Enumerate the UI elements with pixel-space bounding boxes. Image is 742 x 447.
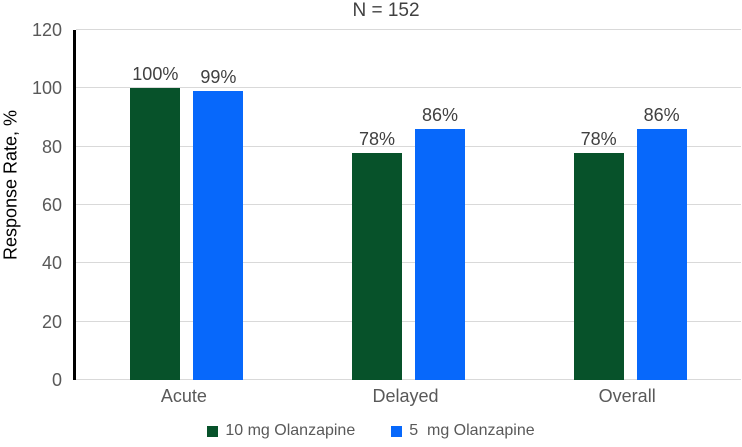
y-tick-label: 20	[41, 311, 62, 332]
bar	[415, 129, 465, 380]
bar-value-label: 99%	[200, 67, 237, 88]
legend-marker-icon	[207, 425, 219, 437]
chart-title: N = 152	[352, 0, 420, 21]
x-axis-category-labels: Acute Delayed Overall	[73, 386, 738, 407]
legend-item: 5 mg Olanzapine	[391, 422, 535, 440]
gridline	[76, 379, 741, 380]
gridline	[76, 320, 741, 322]
legend-label: 5 mg Olanzapine	[409, 422, 535, 439]
bar-value-label: 100%	[132, 64, 179, 85]
legend-marker-icon	[391, 425, 403, 437]
bar-wrap: 99%	[193, 30, 244, 380]
bar	[130, 88, 181, 380]
gridline	[76, 262, 741, 264]
bar-wrap: 86%	[415, 30, 465, 380]
plot-area: 100% 99% 78% 86% 78% 86%	[73, 29, 741, 380]
bar-wrap: 86%	[636, 30, 687, 380]
bar	[636, 129, 687, 380]
bar-wrap: 78%	[352, 30, 402, 380]
bar-value-label: 86%	[421, 105, 459, 126]
y-tick-label: 120	[31, 20, 62, 40]
bar	[193, 91, 244, 380]
y-tick-label: 40	[41, 253, 62, 274]
bar-wrap: 100%	[130, 30, 181, 380]
bar-value-label: 86%	[643, 105, 680, 126]
bar-groups: 100% 99% 78% 86% 78% 86%	[76, 30, 741, 380]
bar-group: 78% 86%	[298, 30, 520, 380]
y-axis-ticks: 0 20 40 60 80 100 120	[0, 20, 62, 390]
bar-group: 100% 99%	[76, 30, 298, 380]
y-tick-label: 80	[41, 136, 62, 157]
bar	[573, 152, 624, 380]
legend-label: 10 mg Olanzapine	[225, 422, 356, 439]
y-tick-label: 100	[31, 78, 62, 99]
bar-wrap: 78%	[573, 30, 624, 380]
bar-value-label: 78%	[358, 128, 396, 149]
y-tick-label: 0	[51, 370, 62, 390]
x-category-label: Overall	[598, 386, 656, 406]
bar-group: 78% 86%	[519, 30, 741, 380]
gridline	[76, 29, 741, 30]
gridline	[76, 87, 741, 89]
x-category-label: Delayed	[372, 386, 439, 406]
legend-item: 10 mg Olanzapine	[207, 422, 355, 440]
x-category-label: Acute	[160, 386, 207, 406]
gridline	[76, 145, 741, 147]
bar-value-label: 78%	[580, 128, 617, 149]
gridline	[76, 204, 741, 205]
bar	[352, 152, 402, 380]
y-tick-label: 60	[41, 195, 62, 215]
legend: 10 mg Olanzapine 5 mg Olanzapine	[0, 422, 742, 440]
